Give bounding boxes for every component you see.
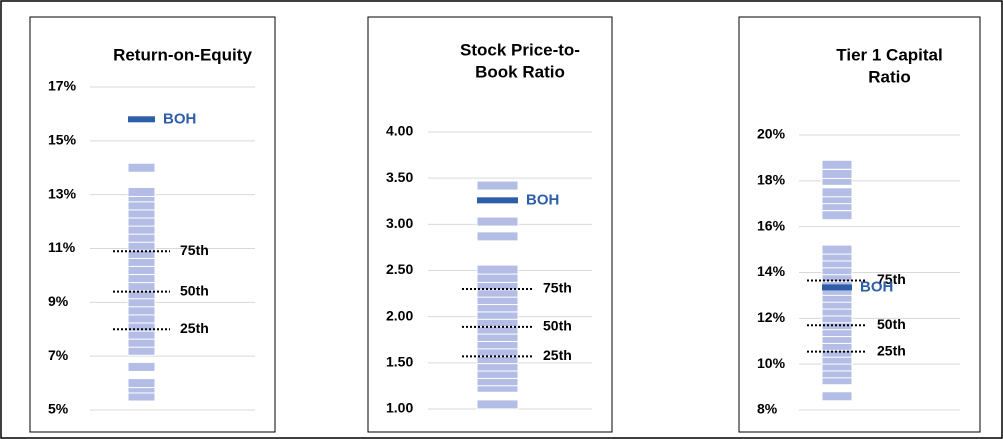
peer-band <box>476 399 519 410</box>
peer-band <box>476 272 519 283</box>
y-tick-label: 12% <box>757 309 786 325</box>
y-tick-label: 1.00 <box>386 400 413 416</box>
peer-band <box>127 361 156 372</box>
y-tick-label: 3.50 <box>386 169 413 185</box>
peer-band <box>127 378 156 389</box>
percentile-label: 50th <box>543 318 572 334</box>
boh-marker <box>822 284 852 291</box>
chart-title: Return-on-Equity <box>113 45 252 64</box>
peer-band <box>821 210 853 221</box>
chart-title: Ratio <box>868 67 911 86</box>
peer-band <box>127 162 156 173</box>
peer-band <box>821 391 853 402</box>
peer-band <box>476 231 519 242</box>
peer-band <box>127 186 156 197</box>
percentile-label: 75th <box>877 271 906 287</box>
boh-label: BOH <box>163 110 196 127</box>
y-tick-label: 20% <box>757 126 786 142</box>
y-tick-label: 11% <box>48 239 76 255</box>
percentile-label: 25th <box>543 347 572 363</box>
chart-title: Tier 1 Capital <box>836 45 942 64</box>
y-tick-label: 7% <box>48 347 69 363</box>
y-tick-label: 4.00 <box>386 123 413 139</box>
peer-band <box>476 216 519 227</box>
boh-marker <box>477 197 518 204</box>
y-tick-label: 15% <box>48 132 77 148</box>
peer-band <box>821 187 853 198</box>
percentile-label: 25th <box>180 320 209 336</box>
y-tick-label: 16% <box>757 217 786 233</box>
y-tick-label: 14% <box>757 263 786 279</box>
y-tick-label: 2.50 <box>386 261 413 277</box>
y-tick-label: 8% <box>757 401 778 417</box>
y-tick-label: 5% <box>48 401 69 417</box>
y-tick-label: 18% <box>757 172 786 188</box>
peer-band <box>476 180 519 191</box>
boh-marker <box>128 116 155 123</box>
percentile-label: 75th <box>543 280 572 296</box>
y-tick-label: 17% <box>48 78 77 94</box>
peer-band <box>821 159 853 170</box>
boh-label: BOH <box>526 191 559 208</box>
peer-band <box>821 168 853 179</box>
y-tick-label: 2.00 <box>386 307 413 323</box>
y-tick-label: 1.50 <box>386 354 413 370</box>
y-tick-label: 10% <box>757 355 786 371</box>
chart-title: Stock Price-to- <box>460 40 580 59</box>
percentile-label: 50th <box>877 316 906 332</box>
peer-band <box>821 244 853 255</box>
percentile-label: 75th <box>180 242 209 258</box>
percentile-label: 25th <box>877 342 906 358</box>
panel-frame <box>738 16 981 433</box>
percentile-label: 50th <box>180 282 209 298</box>
y-tick-label: 3.00 <box>386 215 413 231</box>
chart-title: Book Ratio <box>475 62 565 81</box>
y-tick-label: 9% <box>48 293 69 309</box>
peer-band <box>476 264 519 275</box>
boh-label: BOH <box>860 278 893 295</box>
y-tick-label: 13% <box>48 185 77 201</box>
